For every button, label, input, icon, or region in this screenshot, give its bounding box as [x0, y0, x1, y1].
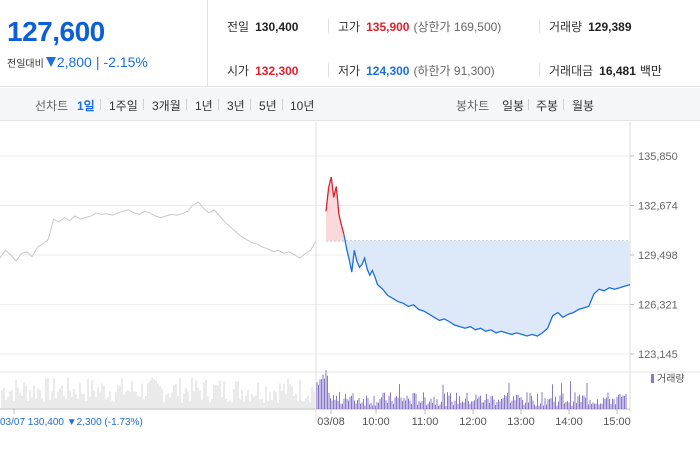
y-tick-label: 135,850 [638, 151, 678, 163]
volume-legend-label: 거래량 [657, 373, 685, 385]
y-tick-label: 123,145 [638, 349, 678, 361]
open-stat: 시가 132,300 [227, 62, 298, 79]
period-1w[interactable]: 1주일 [109, 99, 138, 113]
divider [282, 99, 283, 110]
open-value: 132,300 [255, 63, 299, 78]
today-series-down [343, 234, 631, 337]
price-box: 127,600 전일대비 2,800 | -2.15% [0, 0, 208, 87]
divider [218, 99, 219, 110]
change-label: 전일대비 [7, 58, 44, 70]
divider [539, 19, 540, 33]
price-chart[interactable]: 135,850 132,674 129,498 126,321 123,145 거래량 03… [0, 122, 700, 450]
y-tick-label: 132,674 [638, 200, 678, 212]
today-series-up [325, 176, 345, 235]
amount-unit: 백만 [639, 64, 662, 78]
divider [528, 99, 529, 110]
quote-header: 127,600 전일대비 2,800 | -2.15% 전일 130,400 고… [0, 0, 700, 87]
amount-label: 거래대금 [549, 64, 594, 78]
change-row: 전일대비 2,800 | -2.15% [7, 54, 148, 70]
volume-legend-swatch [651, 374, 654, 383]
low-value: 124,300 [366, 63, 410, 78]
period-3y[interactable]: 3년 [227, 99, 245, 113]
period-3m[interactable]: 3개월 [152, 99, 181, 113]
x-tick-label: 03/08 [317, 416, 345, 428]
divider [328, 19, 329, 33]
amount-stat: 거래대금 16,481 백만 [549, 62, 662, 79]
x-tick-label: 10:00 [362, 416, 390, 428]
candle-daily[interactable]: 일봉 [502, 99, 525, 113]
high-stat: 고가 135,900 (상한가 169,500) [338, 18, 501, 35]
divider [328, 63, 329, 77]
y-tick-label: 129,498 [638, 250, 678, 262]
price-chart-svg: 135,850 132,674 129,498 126,321 123,145 거래량 03… [0, 122, 700, 428]
open-label: 시가 [227, 64, 250, 78]
change-percent: -2.15% [103, 54, 148, 70]
divider [143, 99, 144, 110]
prev-close-stat: 전일 130,400 [227, 18, 298, 35]
x-tick-label: 15:00 [603, 416, 631, 428]
down-triangle-icon [45, 57, 56, 67]
divider [186, 99, 187, 110]
candle-weekly[interactable]: 주봉 [536, 99, 559, 113]
amount-value: 16,481 [599, 63, 636, 78]
upper-limit: (상한가 169,500) [413, 20, 502, 34]
low-label: 저가 [338, 64, 361, 78]
period-selector: 선차트 1일 1주일 3개월 1년 3년 5년 10년 봉차트 일봉 주봉 월봉 [0, 88, 700, 121]
x-tick-label: 12:00 [459, 416, 487, 428]
x-tick-label: 11:00 [412, 416, 439, 428]
x-tick-label: 14:00 [555, 416, 583, 428]
period-10y[interactable]: 10년 [290, 99, 315, 113]
period-1y[interactable]: 1년 [195, 99, 213, 113]
change-separator: | [95, 54, 100, 70]
volume-value: 129,389 [588, 19, 632, 34]
high-label: 고가 [338, 20, 361, 34]
low-stat: 저가 124,300 (하한가 91,300) [338, 62, 495, 79]
period-1d[interactable]: 1일 [77, 99, 95, 113]
line-chart-label: 선차트 [35, 99, 69, 113]
current-price: 127,600 [7, 16, 105, 47]
y-tick-label: 126,321 [638, 300, 678, 312]
prev-day-series [0, 201, 317, 263]
lower-limit: (하한가 91,300) [413, 64, 495, 78]
prev-close-value: 130,400 [255, 19, 299, 34]
divider [100, 99, 101, 110]
above-prev-close-fill [326, 177, 345, 241]
below-prev-close-fill [346, 240, 630, 336]
candle-monthly[interactable]: 월봉 [572, 99, 595, 113]
x-tick-label: 13:00 [507, 416, 535, 428]
divider [539, 63, 540, 77]
period-5y[interactable]: 5년 [259, 99, 277, 113]
divider [563, 99, 564, 110]
volume-label: 거래량 [549, 20, 583, 34]
change-value: 2,800 [56, 54, 92, 70]
divider [250, 99, 251, 110]
high-value: 135,900 [366, 19, 410, 34]
volume-stat: 거래량 129,389 [549, 18, 632, 35]
prev-day-footer: 03/07 130,400 ▼2,300 (-1.73%) [0, 417, 143, 428]
candle-chart-label: 봉차트 [456, 99, 490, 113]
prev-close-label: 전일 [227, 20, 250, 34]
